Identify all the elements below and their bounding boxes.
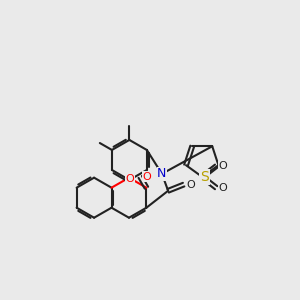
Text: O: O: [219, 161, 227, 171]
Text: O: O: [125, 174, 134, 184]
Text: O: O: [186, 180, 195, 190]
Text: O: O: [143, 172, 152, 182]
Text: O: O: [219, 183, 227, 193]
Text: S: S: [200, 170, 209, 184]
Text: N: N: [157, 167, 167, 180]
